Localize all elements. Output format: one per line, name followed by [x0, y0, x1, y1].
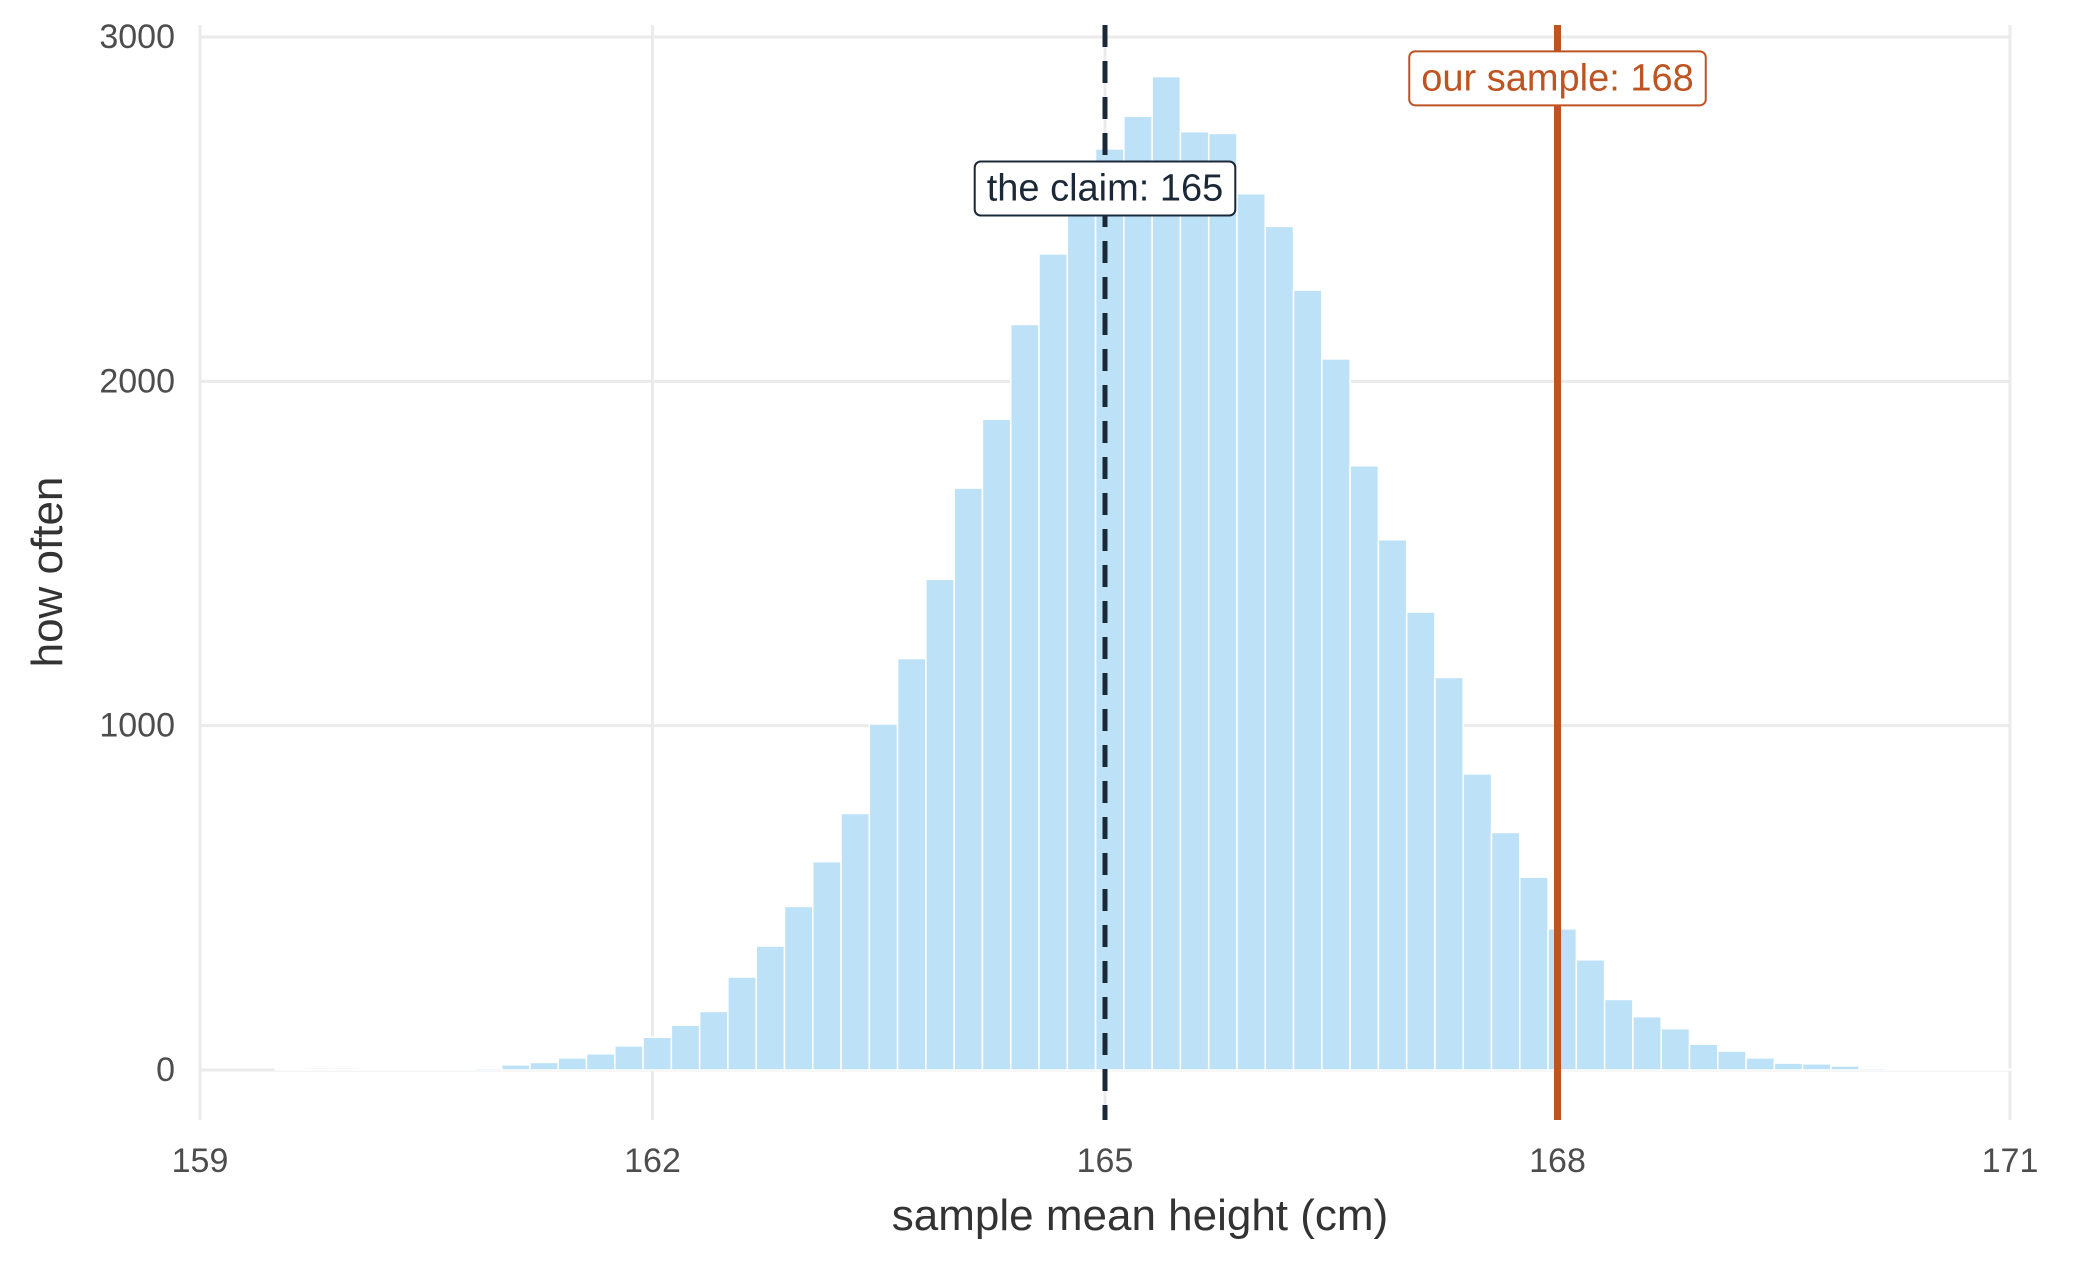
y-tick-label: 2000: [99, 362, 175, 400]
histogram-bar: [1265, 226, 1293, 1070]
histogram-bar: [841, 813, 869, 1070]
histogram-bars: [275, 77, 2085, 1070]
histogram-bar: [1803, 1064, 1831, 1070]
histogram-bar: [1746, 1058, 1774, 1070]
sample-label-text: our sample: 168: [1421, 57, 1694, 99]
histogram-bar: [1350, 466, 1378, 1070]
y-tick-label: 0: [156, 1051, 175, 1089]
histogram-bar: [1322, 359, 1350, 1070]
histogram-bar: [898, 659, 926, 1070]
y-tick-label: 3000: [99, 18, 175, 56]
histogram-bar: [869, 724, 897, 1070]
histogram-bar: [1887, 1069, 1915, 1070]
histogram-bar: [1689, 1044, 1717, 1070]
histogram-bar: [1944, 1069, 1972, 1070]
y-axis-title: how often: [23, 477, 72, 668]
histogram-bar: [1605, 999, 1633, 1070]
histogram-bar: [1152, 77, 1180, 1070]
histogram-bar: [954, 488, 982, 1070]
histogram-bar: [360, 1069, 388, 1070]
histogram-bar: [1435, 677, 1463, 1070]
histogram-bar: [502, 1065, 530, 1070]
histogram-bar: [417, 1069, 445, 1070]
histogram-bar: [1718, 1051, 1746, 1070]
histogram-bar: [1463, 774, 1491, 1070]
histogram-bar: [275, 1069, 303, 1070]
histogram-bar: [1774, 1063, 1802, 1070]
histogram-bar: [1972, 1069, 2000, 1070]
histogram-bar: [756, 946, 784, 1070]
histogram-bar: [389, 1069, 417, 1070]
histogram-bar: [1520, 877, 1548, 1070]
histogram-bar: [1039, 254, 1067, 1070]
histogram-bar: [1067, 199, 1095, 1070]
histogram-bar: [1859, 1068, 1887, 1070]
histogram-bar: [1124, 116, 1152, 1070]
sample-label: our sample: 168: [1409, 51, 1706, 105]
histogram-bar: [1548, 929, 1576, 1070]
histogram-bar: [587, 1054, 615, 1070]
histogram-bar: [1011, 325, 1039, 1070]
claim-label: the claim: 165: [975, 162, 1236, 216]
histogram-bar: [1096, 149, 1124, 1070]
histogram-bar: [728, 977, 756, 1070]
histogram-bar: [1378, 540, 1406, 1070]
histogram-bar: [558, 1058, 586, 1070]
claim-label-text: the claim: 165: [987, 168, 1224, 210]
histogram-bar: [615, 1046, 643, 1070]
histogram-bar: [926, 579, 954, 1070]
histogram-bar: [1492, 832, 1520, 1070]
x-tick-label: 171: [1982, 1142, 2039, 1180]
histogram-bar: [473, 1068, 501, 1070]
histogram-bar: [1831, 1066, 1859, 1070]
histogram-bar: [813, 862, 841, 1070]
x-tick-label: 168: [1529, 1142, 1586, 1180]
histogram-bar: [1633, 1017, 1661, 1070]
x-tick-label: 165: [1077, 1142, 1134, 1180]
histogram-bar: [1576, 960, 1604, 1070]
histogram-bar: [530, 1062, 558, 1070]
histogram-bar: [784, 906, 812, 1070]
histogram-bar: [1237, 194, 1265, 1070]
histogram-bar: [1209, 133, 1237, 1070]
histogram-bar: [1294, 290, 1322, 1070]
histogram-bar: [1180, 132, 1208, 1070]
histogram-bar: [700, 1011, 728, 1070]
x-axis-title: sample mean height (cm): [892, 1191, 1388, 1240]
histogram-bar: [671, 1025, 699, 1070]
histogram-bar: [1916, 1069, 1944, 1070]
histogram-bar: [2001, 1069, 2029, 1070]
x-tick-label: 162: [624, 1142, 681, 1180]
histogram-bar: [1661, 1029, 1689, 1070]
histogram-bar: [1407, 612, 1435, 1070]
y-tick-label: 1000: [99, 707, 175, 745]
histogram-bar: [982, 419, 1010, 1070]
histogram-bar: [445, 1069, 473, 1070]
x-tick-label: 159: [172, 1142, 229, 1180]
histogram-bar: [643, 1037, 671, 1070]
